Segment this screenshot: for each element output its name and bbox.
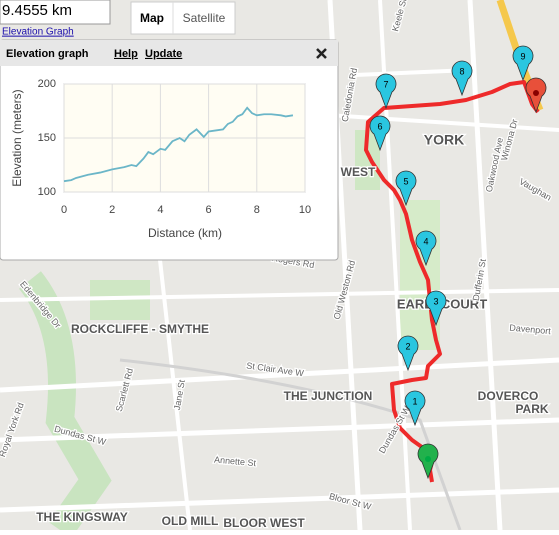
waypoint-marker [369,115,391,152]
waypoint-marker [425,290,447,327]
area-label: DOVERCO [478,389,539,403]
end-dot [533,90,539,96]
close-button[interactable] [316,48,327,59]
start-dot [425,456,431,462]
area-label: OLD MILL [162,514,219,528]
waypoint-label: 9 [520,51,525,61]
update-link[interactable]: Update [145,48,182,60]
route [364,80,540,483]
waypoint-marker [451,60,473,97]
waypoint-marker [375,73,397,110]
area-label: PARK [515,402,548,416]
waypoint-label: 8 [459,66,464,76]
waypoint-label: 7 [383,79,388,89]
area-label: THE KINGSWAY [36,510,128,524]
x-tick-label: 8 [254,204,260,216]
waypoint-label: 2 [405,341,410,351]
waypoint-label: 6 [377,121,382,131]
map-type-control [130,1,236,35]
map-button[interactable]: Map [140,11,164,25]
waypoint-marker [415,230,437,267]
area-label: BLOOR WEST [223,516,305,530]
y-tick-label: 200 [38,78,56,90]
waypoint-marker [395,170,417,207]
area-label: YORK [424,132,464,148]
help-link[interactable]: Help [114,48,138,60]
waypoint-label: 4 [423,236,428,246]
waypoint-marker [404,390,426,427]
y-tick-label: 100 [38,186,56,198]
waypoint-marker [397,335,419,372]
x-tick-label: 4 [157,204,163,216]
elevation-line [63,106,294,183]
area-label: ROCKCLIFFE - SMYTHE [71,322,209,336]
distance-box [0,0,111,25]
elevation-link[interactable]: Elevation Graph [2,27,74,38]
distance: 9.4555 km [2,2,72,19]
x-axis-label: Distance (km) [148,226,222,240]
x-tick-label: 2 [109,204,115,216]
waypoint-label: 1 [412,396,417,406]
area-label: N WEST [329,165,376,179]
waypoint-marker [512,45,534,82]
y-axis-label: Elevation (meters) [10,89,24,186]
waypoint-label: 3 [433,296,438,306]
panel-header [0,40,338,66]
markers: 1 2 3 4 5 6 7 8 9 [369,45,547,480]
panel-title: Elevation graph [6,48,89,60]
x-tick-label: 0 [61,204,67,216]
waypoint-label: 5 [403,176,408,186]
y-tick-label: 150 [38,132,56,144]
area-label: THE JUNCTION [284,389,373,403]
satellite-button[interactable]: Satellite [183,11,226,25]
x-tick-label: 6 [206,204,212,216]
x-tick-label: 10 [299,204,311,216]
